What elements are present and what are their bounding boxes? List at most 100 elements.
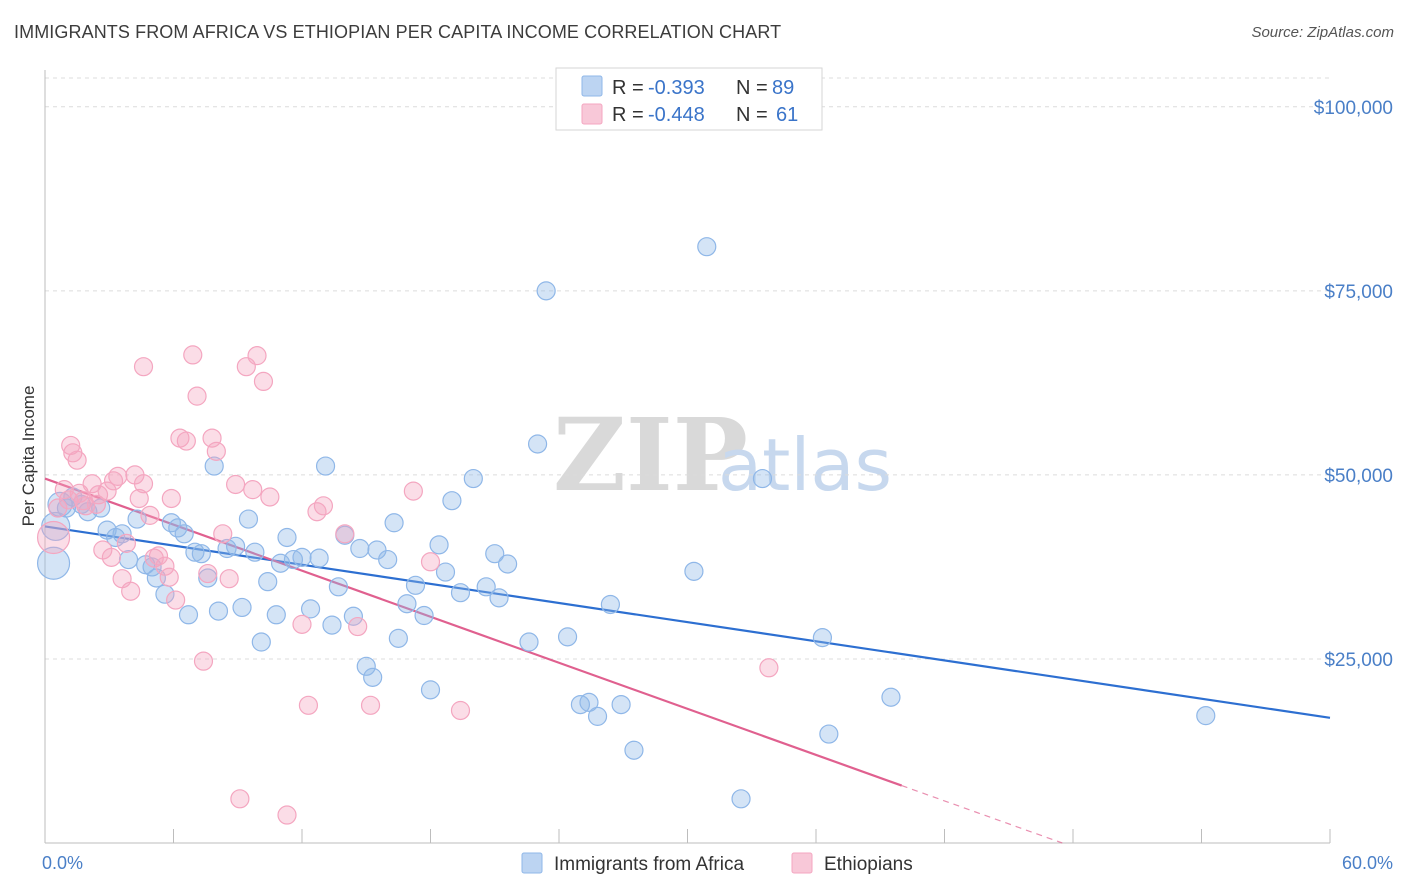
point-africa-42 — [328, 577, 349, 597]
point-africa-70 — [587, 706, 608, 726]
point-africa-9 — [106, 527, 126, 548]
point-ethiopians-22 — [148, 546, 169, 566]
tick-labels: $25,000 $50,000 $75,000 $100,000 0.0% 60.0% — [42, 98, 1393, 873]
legend-r-value-ethiopians: -0.448 — [648, 104, 705, 126]
point-ethiopians-58 — [759, 658, 779, 678]
point-ethiopians-32 — [198, 563, 218, 584]
point-ethiopians-46 — [298, 695, 319, 715]
point-ethiopians-49 — [335, 524, 355, 544]
point-africa-41 — [322, 615, 342, 635]
point-africa-47 — [363, 667, 383, 687]
point-africa-22 — [191, 544, 211, 564]
point-africa-54 — [414, 605, 434, 626]
data-points — [36, 237, 1216, 825]
point-ethiopians-24 — [159, 567, 179, 587]
point-africa-50 — [384, 513, 404, 533]
point-africa-63 — [489, 588, 509, 608]
point-africa-61 — [476, 577, 496, 597]
point-africa-33 — [266, 605, 286, 625]
bottom-legend-label-ethiopians: Ethiopians — [824, 854, 913, 875]
point-africa-55 — [420, 680, 441, 700]
trend-line-africa — [44, 525, 1331, 719]
point-africa-38 — [300, 599, 321, 619]
point-ethiopians-56 — [86, 494, 107, 514]
point-ethiopians-36 — [219, 569, 239, 589]
point-africa-27 — [226, 536, 246, 556]
point-ethiopians-31 — [193, 651, 214, 671]
legend-n-label-ethiopians: N = — [736, 104, 768, 126]
point-ethiopians-3 — [58, 490, 79, 510]
point-africa-39 — [309, 548, 329, 568]
point-africa-40 — [315, 456, 336, 476]
point-ethiopians-11 — [97, 481, 117, 501]
point-ethiopians-30 — [187, 386, 207, 406]
point-africa-35 — [277, 527, 297, 548]
point-ethiopians-43 — [260, 487, 280, 507]
point-ethiopians-26 — [166, 590, 186, 610]
point-africa-53 — [405, 575, 426, 595]
point-africa-57 — [435, 562, 456, 582]
point-ethiopians-45 — [292, 614, 312, 634]
y-tick-label-0: $25,000 — [1324, 650, 1393, 671]
legend-n-value-ethiopians: 61 — [776, 104, 798, 126]
legend-n-label-africa: N = — [736, 77, 768, 99]
point-africa-48 — [367, 540, 387, 560]
point-africa-79 — [812, 628, 833, 648]
point-africa-49 — [378, 549, 398, 570]
point-africa-32 — [258, 572, 278, 592]
point-ethiopians-35 — [213, 524, 233, 544]
point-africa-76 — [697, 237, 717, 257]
trend-line-ethiopians — [44, 477, 903, 787]
point-africa-44 — [343, 606, 363, 626]
point-africa-72 — [600, 594, 621, 615]
point-africa-10 — [112, 524, 132, 544]
legend-swatch-ethiopians — [581, 103, 603, 125]
point-ethiopians-48 — [313, 496, 334, 516]
point-africa-74 — [624, 740, 644, 760]
point-ethiopians-16 — [121, 581, 141, 601]
point-ethiopians-40 — [243, 480, 263, 500]
point-ethiopians-50 — [348, 616, 368, 637]
point-ethiopians-60 — [103, 471, 124, 491]
point-ethiopians-53 — [420, 552, 441, 572]
legend: R = -0.393 N = 89 R = -0.448 N = 61 — [555, 67, 823, 131]
point-ethiopians-28 — [176, 431, 196, 451]
point-africa-45 — [350, 538, 370, 559]
point-africa-80 — [819, 724, 839, 744]
legend-r-value-africa: -0.393 — [648, 77, 705, 99]
point-africa-19 — [174, 524, 194, 544]
point-ethiopians-37 — [226, 474, 246, 495]
bottom-legend-label-africa: Immigrants from Africa — [554, 854, 744, 875]
watermark: ZIP atlas — [553, 396, 892, 514]
legend-swatch-africa — [581, 75, 603, 97]
point-africa-20 — [178, 605, 199, 625]
point-ethiopians-2 — [54, 480, 74, 500]
point-africa-56 — [429, 535, 449, 555]
chart-source: Source: ZipAtlas.com — [1251, 24, 1394, 41]
watermark-atlas: atlas — [718, 423, 892, 507]
point-africa-73 — [611, 694, 631, 715]
legend-r-label-africa: R = — [612, 77, 644, 99]
point-africa-67 — [557, 627, 578, 647]
point-ethiopians-18 — [129, 488, 149, 509]
point-ethiopians-54 — [450, 700, 471, 721]
y-tick-label-3: $100,000 — [1314, 98, 1393, 119]
point-africa-31 — [251, 632, 271, 652]
point-africa-71 — [536, 281, 556, 301]
point-ethiopians-15 — [116, 533, 136, 553]
y-axis-label: Per Capita Income — [19, 386, 38, 527]
point-africa-66 — [527, 434, 548, 454]
point-africa-21 — [185, 542, 205, 562]
point-africa-11 — [118, 549, 139, 570]
axes — [44, 70, 1331, 844]
point-ethiopians-51 — [360, 695, 381, 715]
point-africa-64 — [498, 554, 518, 574]
point-africa-82 — [1196, 706, 1216, 726]
x-tick-label-min: 0.0% — [42, 853, 83, 873]
point-africa-60 — [463, 468, 483, 489]
y-tick-label-1: $50,000 — [1324, 466, 1393, 487]
point-ethiopians-25 — [161, 488, 181, 509]
point-africa-25 — [208, 601, 229, 621]
x-tick-label-max: 60.0% — [1342, 853, 1393, 873]
point-ethiopians-41 — [247, 346, 267, 366]
